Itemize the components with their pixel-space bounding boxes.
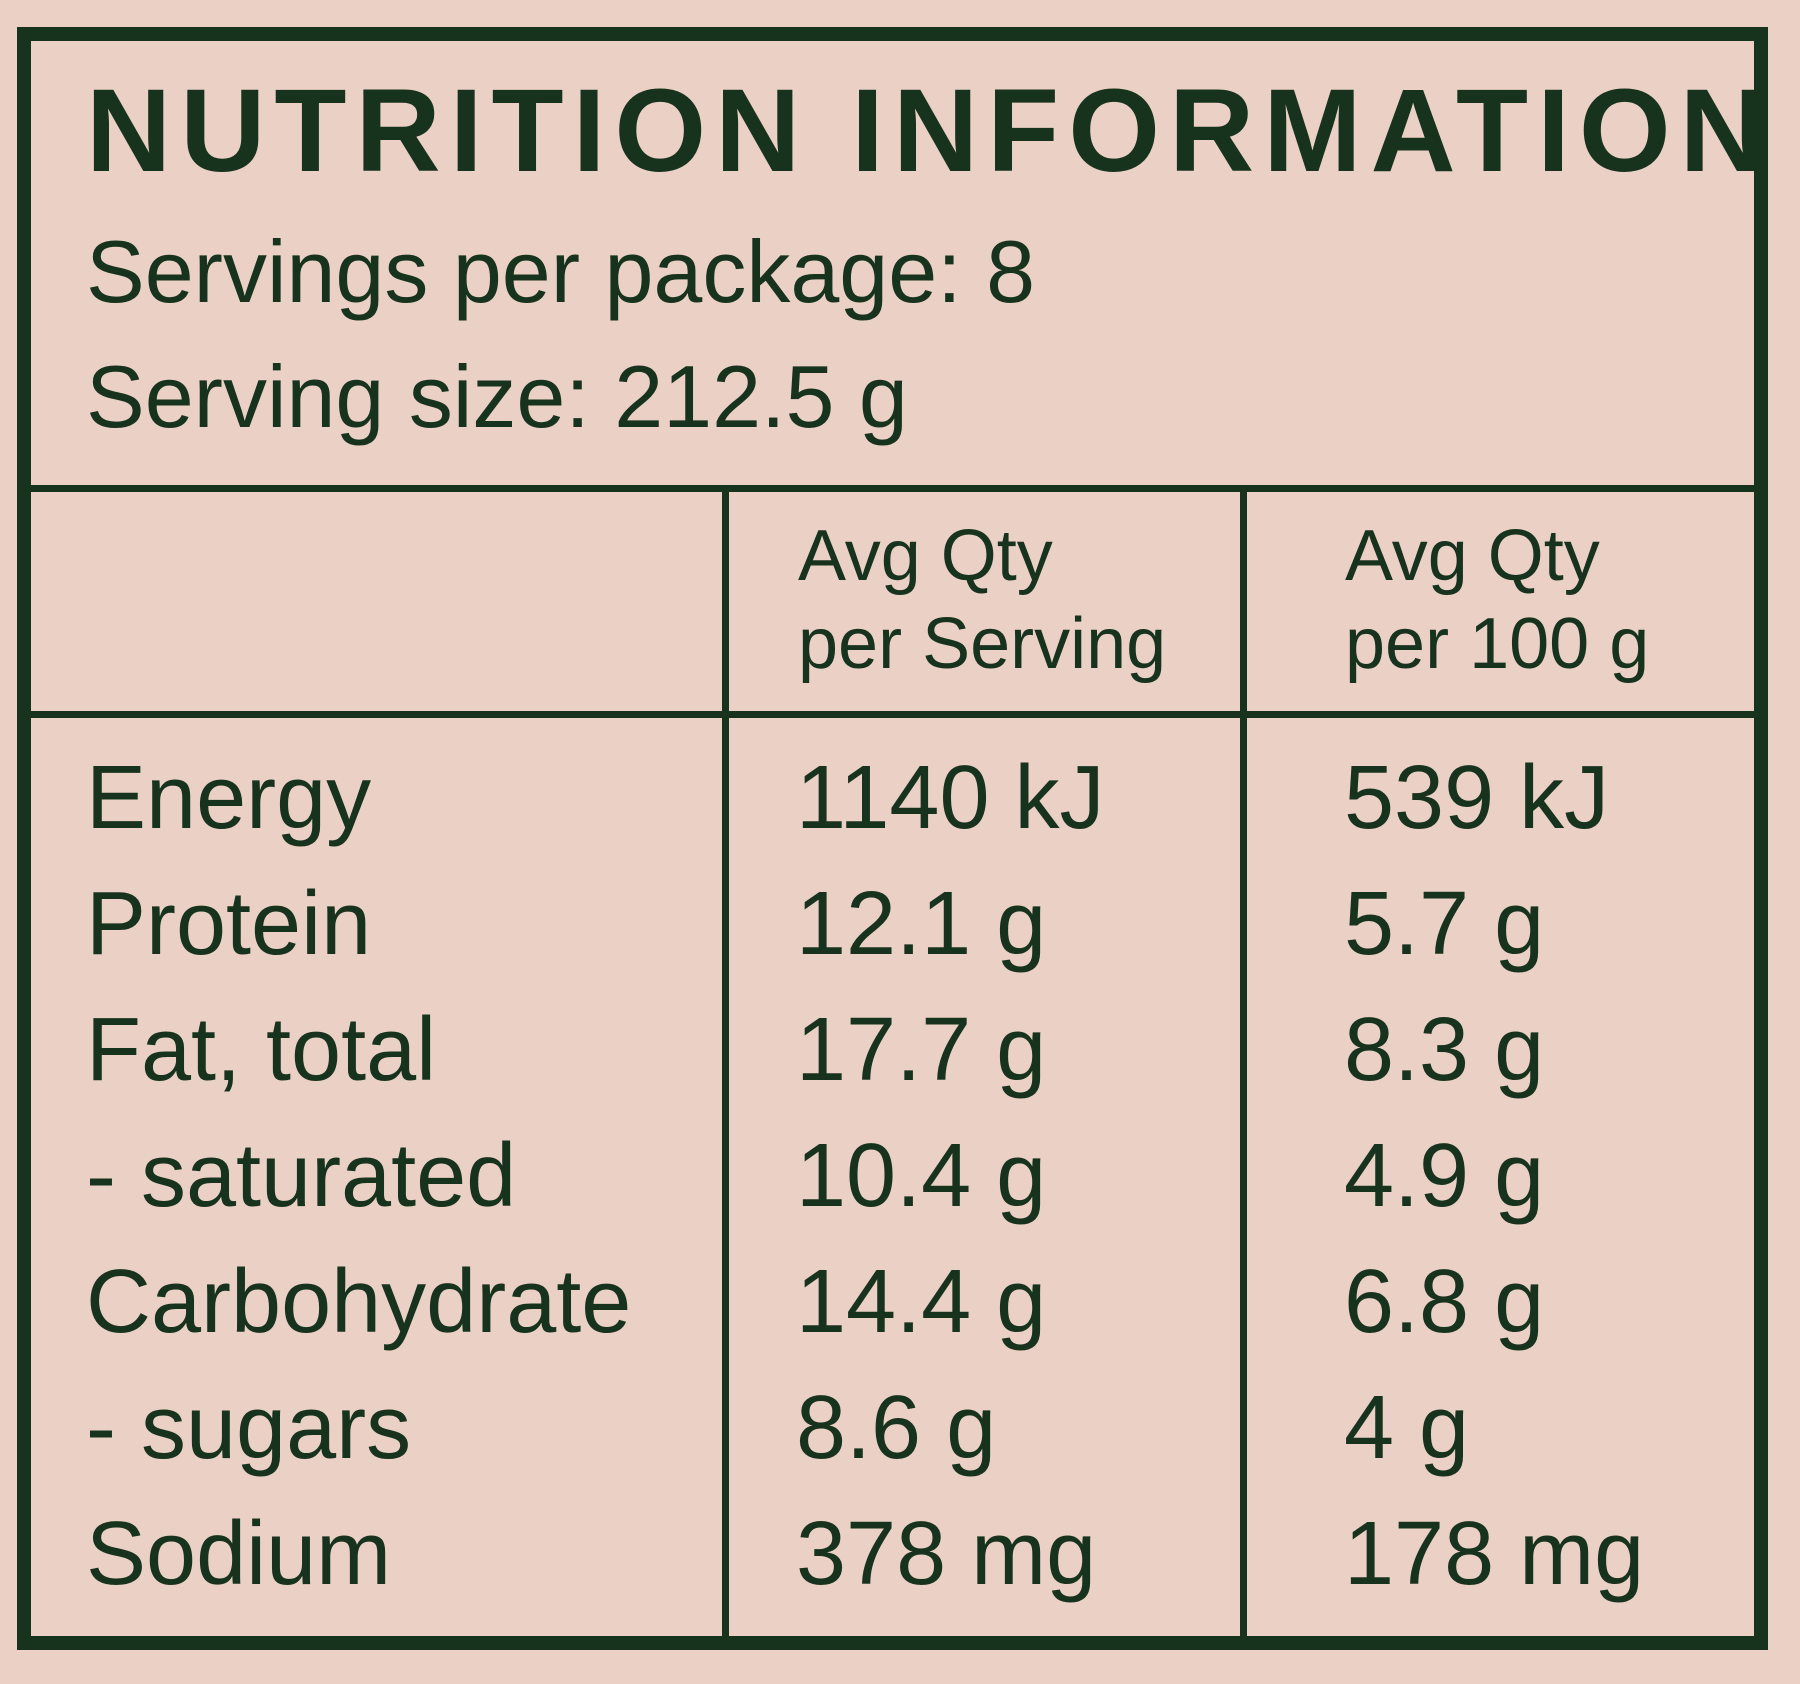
table-row: - saturated 10.4 g 4.9 g (0, 1113, 1800, 1239)
nutrient-label: - saturated (86, 1126, 517, 1226)
per-serving-value: 17.7 g (796, 1000, 1047, 1100)
per-100g-value: 178 mg (1344, 1504, 1645, 1604)
per-100g-value: 4.9 g (1344, 1126, 1545, 1226)
servings-per-package: Servings per package: 8 (86, 222, 1036, 321)
panel-title: NUTRITION INFORMATION (86, 65, 1774, 197)
column-header-line1: Avg Qty (1345, 516, 1600, 596)
column-divider-1 (722, 488, 729, 1650)
per-serving-value: 378 mg (796, 1504, 1097, 1604)
nutrient-label: Fat, total (86, 1000, 437, 1100)
header-divider (17, 485, 1768, 492)
table-row: Protein 12.1 g 5.7 g (0, 861, 1800, 987)
column-header-per-100g: Avg Qty per 100 g (1345, 512, 1649, 688)
column-header-line2: per Serving (798, 604, 1167, 684)
nutrient-label: - sugars (86, 1378, 412, 1478)
nutrient-label: Protein (86, 874, 372, 974)
table-row: Carbohydrate 14.4 g 6.8 g (0, 1239, 1800, 1365)
table-row: - sugars 8.6 g 4 g (0, 1365, 1800, 1491)
column-header-per-serving: Avg Qty per Serving (798, 512, 1166, 688)
per-100g-value: 8.3 g (1344, 1000, 1545, 1100)
serving-size: Serving size: 212.5 g (86, 347, 908, 446)
table-row: Fat, total 17.7 g 8.3 g (0, 987, 1800, 1113)
column-header-divider (17, 711, 1768, 718)
per-100g-value: 5.7 g (1344, 874, 1545, 974)
table-row: Sodium 378 mg 178 mg (0, 1491, 1800, 1617)
column-header-line1: Avg Qty (798, 516, 1053, 596)
column-divider-2 (1240, 488, 1247, 1650)
per-100g-value: 4 g (1344, 1378, 1470, 1478)
per-100g-value: 6.8 g (1344, 1252, 1545, 1352)
per-100g-value: 539 kJ (1344, 748, 1610, 848)
per-serving-value: 12.1 g (796, 874, 1047, 974)
per-serving-value: 14.4 g (796, 1252, 1047, 1352)
nutrient-label: Sodium (86, 1504, 392, 1604)
per-serving-value: 1140 kJ (796, 748, 1105, 848)
table-row: Energy 1140 kJ 539 kJ (0, 735, 1800, 861)
per-serving-value: 8.6 g (796, 1378, 997, 1478)
nutrition-panel-border (17, 27, 1768, 1650)
per-serving-value: 10.4 g (796, 1126, 1047, 1226)
nutrient-label: Carbohydrate (86, 1252, 632, 1352)
column-header-line2: per 100 g (1345, 604, 1650, 684)
nutrient-label: Energy (86, 748, 372, 848)
